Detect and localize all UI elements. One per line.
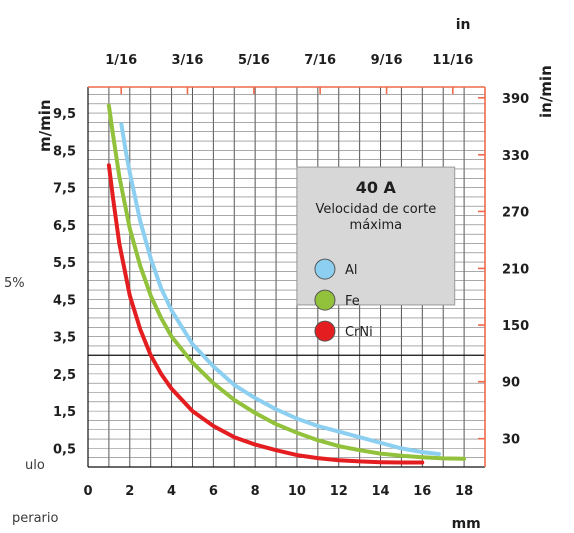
legend-swatch-al (314, 258, 336, 280)
x-tick-label-bottom: 8 (251, 484, 260, 499)
y-units-left: m/min (36, 99, 54, 152)
x-tick-label-top: 1/16 (105, 53, 137, 68)
x-tick-label-bottom: 12 (330, 484, 348, 499)
x-tick-label-bottom: 16 (413, 484, 431, 499)
y-tick-label-left: 0,5 (53, 442, 76, 457)
x-tick-label-top: 11/16 (432, 53, 473, 68)
series-line-al (119, 122, 441, 456)
x-tick-label-top: 3/16 (172, 53, 204, 68)
tick-labels: 0 2 4 6 8 10 12 14 16 18 1/16 3/16 5/16 7/16 9/16 11/16… (36, 17, 555, 532)
x-tick-label-top: 9/16 (371, 53, 403, 68)
y-tick-label-left: 6,5 (53, 219, 76, 234)
margin-fragment-operario: perario (12, 511, 59, 526)
x-tick-label-bottom: 6 (209, 484, 218, 499)
x-tick-label-bottom: 0 (83, 484, 92, 499)
series-lines (106, 103, 467, 465)
margin-fragment-percent: 5% (4, 276, 25, 291)
series-line-crni (106, 163, 425, 465)
legend-title: 40 A (356, 178, 397, 197)
legend-label-fe: Fe (345, 294, 360, 309)
y-tick-label-right: 150 (502, 319, 529, 334)
y-tick-label-left: 9,5 (53, 107, 76, 122)
legend-subtitle: máxima (350, 218, 403, 233)
y-tick-label-right: 270 (502, 205, 529, 220)
y-tick-label-left: 8,5 (53, 144, 76, 159)
y-tick-label-right: 210 (502, 262, 529, 277)
x-tick-label-bottom: 10 (288, 484, 306, 499)
legend-swatch-crni (314, 320, 336, 342)
legend-label-al: Al (345, 263, 358, 278)
axes (87, 86, 486, 468)
y-tick-label-left: 3,5 (53, 331, 76, 346)
y-tick-label-left: 2,5 (53, 368, 76, 383)
x-tick-label-bottom: 14 (371, 484, 389, 499)
legend-label-crni: CrNi (345, 325, 373, 340)
x-tick-label-top: 7/16 (304, 53, 336, 68)
legend-subtitle: Velocidad de corte (315, 202, 436, 217)
y-tick-label-right: 330 (502, 149, 529, 164)
x-tick-label-bottom: 2 (125, 484, 134, 499)
margin-fragment-ulo: ulo (25, 458, 45, 473)
x-tick-label-bottom: 18 (455, 484, 473, 499)
legend-swatch-fe (314, 289, 336, 311)
y-tick-label-left: 5,5 (53, 256, 76, 271)
y-units-right: in/min (537, 65, 555, 118)
y-tick-label-left: 7,5 (53, 182, 76, 197)
x-units-top: in (456, 17, 471, 33)
x-tick-label-top: 5/16 (238, 53, 270, 68)
y-tick-label-right: 90 (502, 376, 520, 391)
x-units-bottom: mm (452, 516, 481, 532)
x-tick-label-bottom: 4 (167, 484, 176, 499)
y-tick-label-left: 4,5 (53, 293, 76, 308)
series-line-fe (106, 103, 467, 461)
legend-box (296, 166, 456, 306)
y-tick-label-right: 390 (502, 92, 529, 107)
y-tick-label-left: 1,5 (53, 405, 76, 420)
y-tick-label-right: 30 (502, 433, 520, 448)
